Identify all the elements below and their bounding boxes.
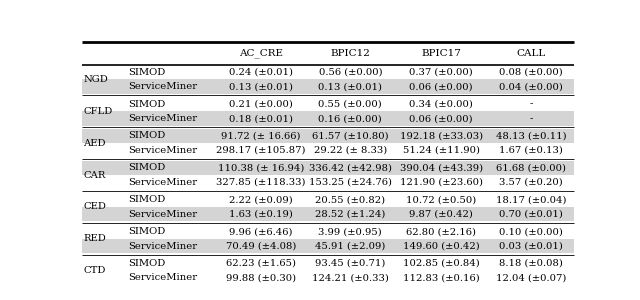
Text: -: - [530, 100, 533, 109]
Text: RED: RED [83, 234, 106, 243]
Text: SIMOD: SIMOD [128, 195, 165, 204]
Text: 29.22 (± 8.33): 29.22 (± 8.33) [314, 146, 387, 155]
Text: 0.13 (±0.01): 0.13 (±0.01) [318, 82, 382, 91]
Text: 110.38 (± 16.94): 110.38 (± 16.94) [218, 163, 304, 172]
Text: ServiceMiner: ServiceMiner [128, 82, 197, 91]
Text: 51.24 (±11.90): 51.24 (±11.90) [403, 146, 479, 155]
Text: SIMOD: SIMOD [128, 100, 165, 109]
Text: 192.18 (±33.03): 192.18 (±33.03) [399, 131, 483, 140]
Text: 9.96 (±6.46): 9.96 (±6.46) [229, 227, 292, 236]
Text: 28.52 (±1.24): 28.52 (±1.24) [315, 210, 385, 219]
Text: NGD: NGD [83, 75, 108, 84]
Text: 99.88 (±0.30): 99.88 (±0.30) [226, 274, 296, 283]
Text: ServiceMiner: ServiceMiner [128, 146, 197, 155]
Text: 12.04 (±0.07): 12.04 (±0.07) [496, 274, 566, 283]
Text: 0.70 (±0.01): 0.70 (±0.01) [499, 210, 563, 219]
Text: SIMOD: SIMOD [128, 131, 165, 140]
Text: 0.06 (±0.00): 0.06 (±0.00) [409, 114, 473, 123]
Text: 0.10 (±0.00): 0.10 (±0.00) [499, 227, 563, 236]
Text: 10.72 (±0.50): 10.72 (±0.50) [406, 195, 476, 204]
Text: 1.67 (±0.13): 1.67 (±0.13) [499, 146, 563, 155]
Text: 0.13 (±0.01): 0.13 (±0.01) [229, 82, 293, 91]
Text: AC_CRE: AC_CRE [239, 49, 283, 58]
Text: CFLD: CFLD [83, 107, 113, 116]
Text: 102.85 (±0.84): 102.85 (±0.84) [403, 259, 479, 268]
Text: ServiceMiner: ServiceMiner [128, 114, 197, 123]
Text: 8.18 (±0.08): 8.18 (±0.08) [499, 259, 563, 268]
Text: 153.25 (±24.76): 153.25 (±24.76) [309, 178, 392, 187]
Text: 124.21 (±0.33): 124.21 (±0.33) [312, 274, 388, 283]
Bar [83, 271, 573, 285]
Text: 9.87 (±0.42): 9.87 (±0.42) [409, 210, 473, 219]
Text: 48.13 (±0.11): 48.13 (±0.11) [496, 131, 566, 140]
Bar [83, 129, 573, 143]
Text: 1.63 (±0.19): 1.63 (±0.19) [229, 210, 293, 219]
Text: 0.37 (±0.00): 0.37 (±0.00) [409, 68, 473, 77]
Text: 0.55 (±0.00): 0.55 (±0.00) [319, 100, 382, 109]
Text: 121.90 (±23.60): 121.90 (±23.60) [399, 178, 483, 187]
Text: 0.04 (±0.00): 0.04 (±0.00) [499, 82, 563, 91]
Text: 0.21 (±0.00): 0.21 (±0.00) [229, 100, 293, 109]
Text: 62.80 (±2.16): 62.80 (±2.16) [406, 227, 476, 236]
Text: CAR: CAR [83, 171, 106, 180]
Bar [83, 160, 573, 175]
Bar [83, 80, 573, 94]
Text: ServiceMiner: ServiceMiner [128, 242, 197, 250]
Text: 0.18 (±0.01): 0.18 (±0.01) [229, 114, 293, 123]
Text: 91.72 (± 16.66): 91.72 (± 16.66) [221, 131, 301, 140]
Text: CED: CED [83, 202, 106, 211]
Text: 61.57 (±10.80): 61.57 (±10.80) [312, 131, 388, 140]
Text: ServiceMiner: ServiceMiner [128, 274, 197, 283]
Text: SIMOD: SIMOD [128, 227, 165, 236]
Text: 327.85 (±118.33): 327.85 (±118.33) [216, 178, 306, 187]
Text: BPIC12: BPIC12 [330, 49, 371, 58]
Text: ServiceMiner: ServiceMiner [128, 178, 197, 187]
Text: 0.56 (±0.00): 0.56 (±0.00) [319, 68, 382, 77]
Text: 20.55 (±0.82): 20.55 (±0.82) [316, 195, 385, 204]
Text: 93.45 (±0.71): 93.45 (±0.71) [315, 259, 385, 268]
Text: 112.83 (±0.16): 112.83 (±0.16) [403, 274, 479, 283]
Text: 0.06 (±0.00): 0.06 (±0.00) [409, 82, 473, 91]
Text: SIMOD: SIMOD [128, 68, 165, 77]
Bar [83, 111, 573, 126]
Text: CALL: CALL [516, 49, 546, 58]
Text: BPIC17: BPIC17 [421, 49, 461, 58]
Text: 61.68 (±0.00): 61.68 (±0.00) [497, 163, 566, 172]
Text: SIMOD: SIMOD [128, 163, 165, 172]
Text: 62.23 (±1.65): 62.23 (±1.65) [226, 259, 296, 268]
Text: ServiceMiner: ServiceMiner [128, 210, 197, 219]
Text: 0.34 (±0.00): 0.34 (±0.00) [409, 100, 473, 109]
Text: 149.60 (±0.42): 149.60 (±0.42) [403, 242, 479, 250]
Text: 336.42 (±42.98): 336.42 (±42.98) [309, 163, 392, 172]
Text: -: - [530, 114, 533, 123]
Text: 0.24 (±0.01): 0.24 (±0.01) [229, 68, 293, 77]
Text: AED: AED [83, 139, 106, 148]
Text: 0.16 (±0.00): 0.16 (±0.00) [319, 114, 382, 123]
Text: 390.04 (±43.39): 390.04 (±43.39) [399, 163, 483, 172]
Text: 0.03 (±0.01): 0.03 (±0.01) [499, 242, 563, 250]
Text: 2.22 (±0.09): 2.22 (±0.09) [229, 195, 293, 204]
Text: 0.08 (±0.00): 0.08 (±0.00) [499, 68, 563, 77]
Text: 18.17 (±0.04): 18.17 (±0.04) [496, 195, 566, 204]
Text: 45.91 (±2.09): 45.91 (±2.09) [315, 242, 385, 250]
Text: 3.57 (±0.20): 3.57 (±0.20) [499, 178, 563, 187]
Text: 3.99 (±0.95): 3.99 (±0.95) [319, 227, 382, 236]
Text: 70.49 (±4.08): 70.49 (±4.08) [226, 242, 296, 250]
Bar [83, 239, 573, 254]
Bar [83, 207, 573, 221]
Text: CTD: CTD [83, 266, 106, 275]
Text: SIMOD: SIMOD [128, 259, 165, 268]
Text: 298.17 (±105.87): 298.17 (±105.87) [216, 146, 306, 155]
